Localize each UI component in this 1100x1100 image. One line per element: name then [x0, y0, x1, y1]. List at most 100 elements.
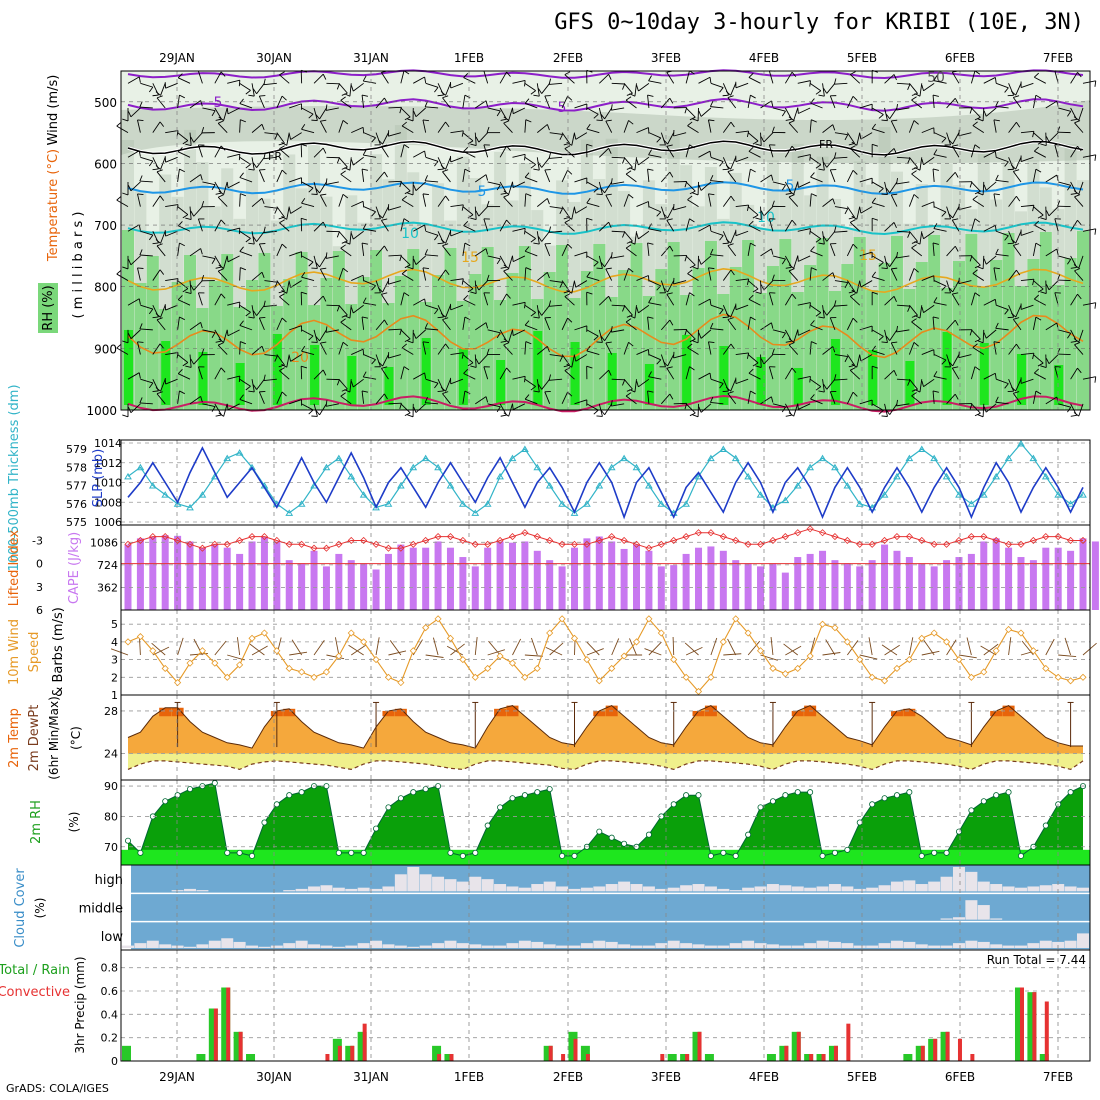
wind-barb-flag	[248, 390, 255, 393]
wind-speed-point	[930, 629, 938, 637]
surface-wind-barb	[151, 642, 166, 656]
wind-barb-flag	[709, 174, 714, 181]
wind-barb	[165, 278, 179, 282]
wind-barb-flag	[176, 278, 179, 285]
wind-barb	[748, 224, 761, 232]
wind-barb-flag	[138, 372, 141, 379]
thickness-point	[570, 509, 579, 516]
wind-barb-flag	[636, 85, 639, 92]
wind-barb	[178, 151, 191, 158]
li-point	[335, 540, 343, 548]
wind-barb-flag	[185, 217, 192, 220]
rh-shade-bright	[421, 338, 431, 405]
wind-barb-flag	[781, 332, 786, 339]
wind-barb-flag	[281, 215, 287, 220]
wind-barb	[822, 346, 834, 355]
precip-total-bar	[568, 1031, 578, 1061]
wind-barb-flag	[301, 365, 308, 369]
cloud-high-bar	[605, 884, 618, 892]
cape-bar	[570, 547, 578, 610]
wind-barb	[748, 77, 761, 84]
wind-barb-flag	[281, 142, 287, 146]
wind-barb	[214, 107, 222, 120]
cape-bar	[819, 550, 827, 610]
wind-barb	[361, 168, 365, 183]
cape-tick-label: 1086	[90, 536, 118, 549]
wind-barb	[415, 181, 426, 191]
cloud-low-bar	[456, 943, 469, 948]
wind-barb-flag	[190, 210, 195, 217]
wind-speed-point	[422, 624, 430, 632]
ylabel-temp2m: 2m Temp	[7, 708, 22, 768]
wind-barb-flag	[301, 217, 308, 221]
wind-barb-flag	[220, 293, 226, 299]
cloud-high-bar	[1014, 887, 1027, 892]
li-point	[657, 540, 665, 548]
wind-barb-flag	[891, 193, 898, 196]
wind-barb-flag	[1010, 90, 1017, 96]
surface-wind-barb	[446, 645, 464, 656]
cape-bar	[980, 541, 988, 610]
wind-barb-flag	[1013, 95, 1020, 98]
wind-barb-flag	[404, 116, 411, 121]
cloud-low-bar	[593, 940, 606, 948]
wind-barb-flag	[752, 140, 759, 145]
wind-barb	[625, 395, 637, 405]
wind-barb	[286, 354, 290, 368]
contour-5	[127, 181, 1084, 195]
wind-barb-flag	[810, 246, 815, 252]
precip-convective-bar	[846, 1023, 851, 1061]
wind-barb-flag	[921, 306, 924, 313]
wind-barb	[400, 70, 405, 84]
wind-barb	[698, 76, 711, 84]
cloud-low-bar	[531, 941, 544, 948]
wind-barb	[251, 123, 263, 133]
wind-barb-flag	[361, 242, 369, 245]
wind-barb	[673, 280, 687, 285]
wind-barb	[1054, 144, 1059, 158]
wind-barb	[130, 403, 141, 414]
wind-barb	[921, 201, 934, 208]
rh-point	[831, 849, 838, 856]
wind-barb-flag	[921, 84, 924, 91]
wind-barb-flag	[1035, 242, 1042, 247]
wind-barb-flag	[913, 120, 919, 125]
rh-shade-green	[890, 236, 903, 410]
rh-shade-bright	[905, 361, 915, 405]
wind-speed-point	[682, 673, 690, 681]
wind-barb-flag	[1010, 164, 1017, 170]
wind-barb	[636, 275, 649, 281]
wind-barb-flag	[791, 219, 797, 225]
thickness-point	[409, 463, 418, 471]
rh-point	[137, 849, 144, 856]
wind-barb	[933, 154, 947, 158]
wind-barb-flag	[442, 95, 449, 99]
wind-tick-label: 1	[111, 689, 118, 702]
wind-barb	[388, 106, 402, 109]
wind-barb	[972, 347, 985, 355]
wind-speed-point	[595, 677, 603, 685]
wind-barb	[301, 276, 315, 281]
wind-barb	[140, 378, 153, 384]
wind-barb-flag	[361, 94, 369, 97]
wind-barb	[178, 225, 191, 232]
surface-wind-barb	[783, 643, 799, 656]
wind-barb-flag	[1035, 316, 1042, 321]
wind-barb	[202, 255, 216, 260]
wind-barb-flag	[342, 341, 349, 347]
surface-wind-barb	[723, 653, 742, 656]
wind-barb-flag	[881, 267, 888, 270]
wind-barb	[666, 72, 675, 84]
wind-speed-point	[818, 620, 827, 628]
li-tick-label: 3	[36, 581, 43, 594]
wind-speed-point	[608, 664, 616, 673]
wind-barb	[301, 128, 315, 134]
wind-barb-flag	[500, 192, 507, 195]
surface-wind-barb	[809, 637, 816, 656]
wind-barb	[946, 206, 952, 220]
wind-barb	[279, 222, 290, 232]
wind-barb-flag	[983, 258, 987, 265]
wind-barb	[849, 296, 861, 306]
wind-barb	[263, 230, 277, 234]
wind-barb	[319, 194, 327, 207]
